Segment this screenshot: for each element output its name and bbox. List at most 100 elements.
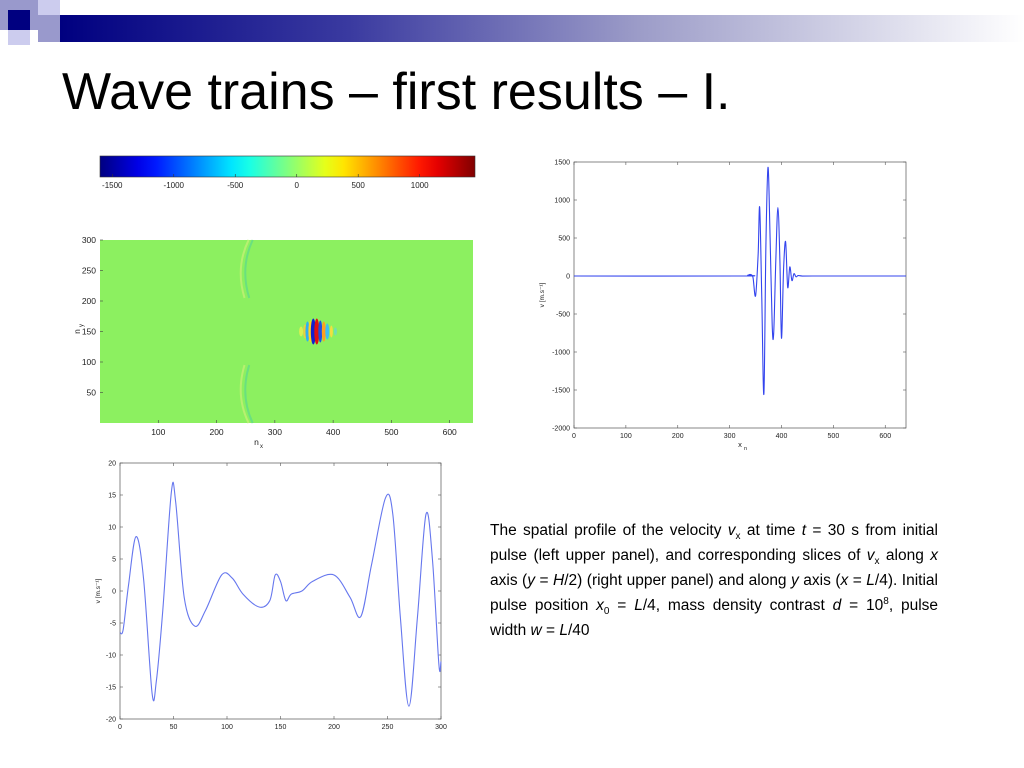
x-tick-label: 300 [435,724,447,731]
x-tick-label: 500 [828,433,840,440]
wavefront-arc [244,364,254,424]
plot-frame [119,462,442,720]
colorbar-tick-label: 500 [352,181,366,190]
caption-part: /2) (right upper panel) and along [564,572,792,589]
x-tick-label: 200 [328,724,340,731]
y-profile-figure: 0 50 100 150 200 250 300 -20 -15 -10 -5 0 5 10 15 20 v [… [95,461,447,732]
caption-part: = [534,572,553,589]
caption-part: = [541,622,560,639]
y-tick-label: 250 [82,266,96,276]
y-tick-label: 150 [82,327,96,337]
x-tick-label: 600 [879,433,891,440]
colorbar-tick-label: 0 [294,181,299,190]
wavefront-arc [239,364,250,424]
caption-part: /40 [568,622,590,639]
wave-packet-stripe [325,323,330,340]
caption-part: t [801,522,807,539]
corner-square-4 [38,15,60,42]
x-tick-label: 300 [268,427,282,437]
x-tick-label: 50 [170,724,178,731]
title-accent-bar [60,15,1024,42]
colorbar [99,155,476,178]
caption-part: = [609,597,635,614]
caption-part: along [879,547,931,564]
y-tick-label: 5 [112,557,116,564]
caption-part: x [735,531,741,543]
colorbar-tick-label: 1000 [411,181,429,190]
series-line [573,166,906,395]
caption-part: y [791,572,799,589]
x-tick-label: 600 [443,427,457,437]
corner-square-3 [38,0,60,15]
caption-part: 0 [603,606,610,618]
caption-part: d [832,597,842,614]
y-tick-label: -20 [106,717,116,724]
x-tick-label: 200 [209,427,223,437]
x-axis-label-sub: n [744,446,747,452]
x-axis-label: n [254,437,259,447]
figure-caption: The spatial profile of the velocity vx a… [490,518,938,643]
caption-part: x [596,597,604,614]
plot-frame [573,161,907,429]
y-tick-label: -500 [556,312,570,319]
y-tick-label: 100 [82,357,96,367]
x-tick-label: 0 [572,433,576,440]
corner-square-2 [8,10,30,30]
caption-part: L [559,622,568,639]
y-tick-label: -10 [106,653,116,660]
caption-part: /4, mass density contrast [642,597,833,614]
x-axis-label: x [738,440,742,449]
wave-packet-stripe [321,321,326,342]
y-axis-label: n [72,329,82,334]
y-tick-label: 500 [558,236,570,243]
y-tick-label: -1000 [552,350,570,357]
y-tick-label: 50 [87,388,97,398]
caption-part: = 30 s from initial pulse (left upper pa… [490,522,938,564]
caption-part: 8 [883,595,889,607]
heatmap-background [100,240,473,423]
x-tick-label: 400 [326,427,340,437]
y-tick-label: 1500 [554,160,570,167]
y-tick-label: 0 [566,274,570,281]
wavefront-arc [244,239,254,299]
x-tick-label: 200 [672,433,684,440]
caption-part: L [866,572,875,589]
x-tick-label: 150 [275,724,287,731]
y-axis-label: v [m.s⁻¹] [539,282,546,307]
wave-packet-stripe [310,318,316,345]
y-axis-label: v [m.s⁻¹] [95,578,102,603]
caption-part: v [866,547,875,564]
y-tick-label: 300 [82,235,96,245]
x-tick-label: 250 [382,724,394,731]
wave-packet-stripe [329,325,333,338]
wavefront-arc [239,239,250,299]
caption-part: = 10 [841,597,884,614]
wave-packet-stripe [314,318,320,345]
y-tick-label: 200 [82,296,96,306]
wave-packet-stripe [305,321,310,342]
caption-part: x [874,556,880,568]
y-tick-label: -2000 [552,426,570,433]
x-tick-label: 400 [776,433,788,440]
wave-packet-stripe [333,327,337,336]
x-tick-label: 100 [620,433,632,440]
caption-part: at time [740,522,802,539]
caption-part: w [530,622,542,639]
caption-part: L [634,597,643,614]
y-tick-label: 0 [112,589,116,596]
caption-part: x [930,547,938,564]
caption-part: = [848,572,867,589]
caption-part: axis ( [798,572,841,589]
corner-square-5 [8,30,30,45]
x-tick-label: 300 [724,433,736,440]
y-tick-label: 15 [108,493,116,500]
x-profile-figure: 0 100 200 300 400 500 600 -2000 -1500 -1000 -500 0 5… [539,160,907,452]
wave-packet-stripe [299,326,304,337]
x-tick-label: 0 [118,724,122,731]
y-tick-label: -5 [110,621,116,628]
caption-part: , pulse width [490,597,939,639]
caption-part: The spatial profile of the velocity [490,522,728,539]
caption-part: /4). Initial pulse position [490,572,938,614]
x-axis-label-sub: x [260,444,263,450]
caption-part: H [553,572,565,589]
